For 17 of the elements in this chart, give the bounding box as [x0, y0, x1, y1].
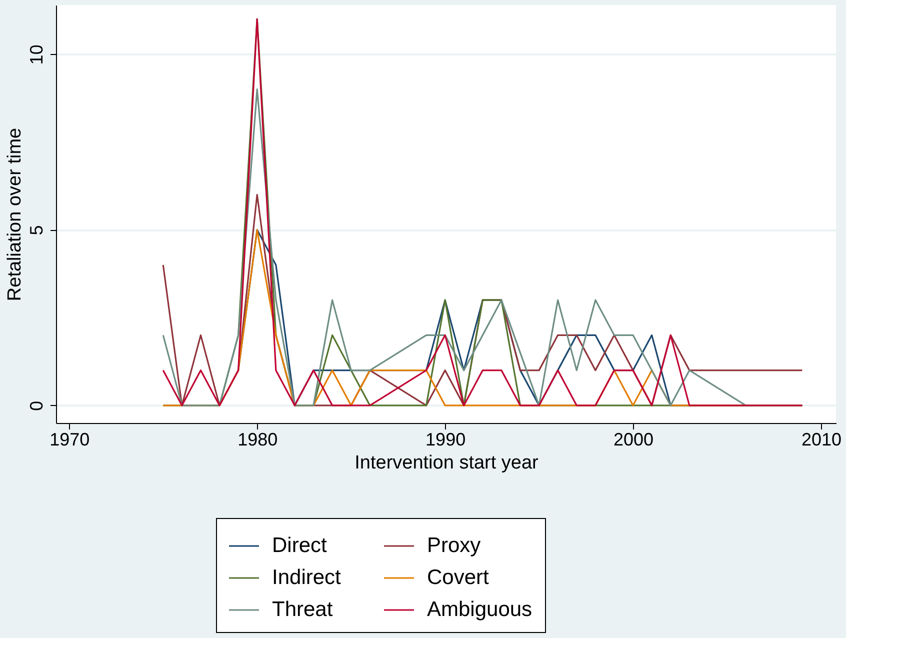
x-tick-label: 2000 — [613, 430, 654, 450]
legend-label: Covert — [427, 566, 490, 589]
y-axis-title: Retaliation over time — [4, 128, 26, 302]
legend-label: Direct — [272, 534, 328, 557]
x-axis-title: Intervention start year — [354, 452, 540, 474]
y-tick-label: 10 — [26, 44, 46, 65]
y-tick-label: 0 — [26, 400, 46, 411]
y-tick-label: 5 — [26, 225, 46, 236]
line-series — [162, 18, 803, 406]
x-tick-label: 1990 — [426, 430, 466, 450]
legend-label: Indirect — [272, 566, 342, 589]
legend-label: Proxy — [427, 534, 482, 557]
legend-label: Threat — [272, 598, 333, 621]
x-tick-label: 1970 — [50, 430, 90, 450]
x-tick-label: 1980 — [238, 430, 278, 450]
x-tick-label: 2010 — [801, 430, 842, 450]
legend-label: Ambiguous — [427, 598, 532, 621]
